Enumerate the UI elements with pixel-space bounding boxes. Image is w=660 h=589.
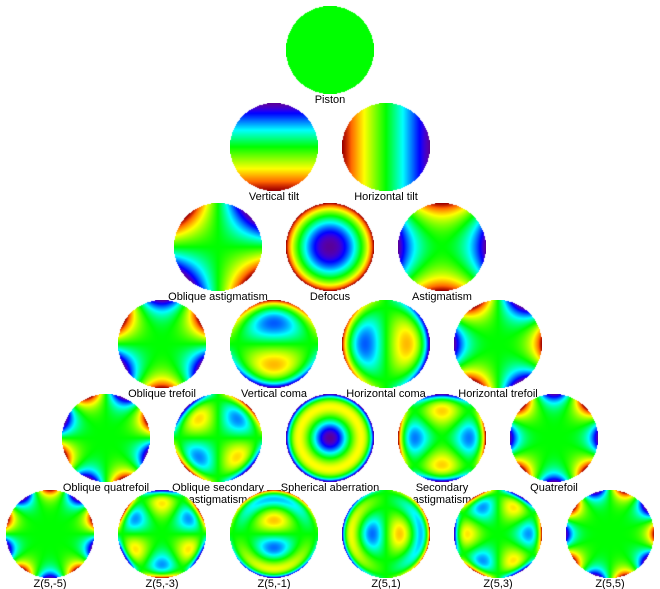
zernike-disk <box>398 203 486 291</box>
zernike-disk <box>174 394 262 482</box>
zernike-disk <box>62 394 150 482</box>
zernike-disk <box>286 394 374 482</box>
mode-label: Z(5,5) <box>595 578 625 589</box>
mode-label: Quatrefoil <box>530 482 578 494</box>
zernike-disk <box>454 490 542 578</box>
zernike-disk <box>342 490 430 578</box>
mode-label: Piston <box>314 94 346 106</box>
mode-label: Z(5,-1) <box>257 578 291 589</box>
zernike-disk <box>118 490 206 578</box>
zernike-disk <box>454 300 542 388</box>
mode-label: Horizontal tilt <box>354 191 418 203</box>
zernike-disk <box>174 203 262 291</box>
zernike-disk <box>230 300 318 388</box>
zernike-disk <box>6 490 94 578</box>
zernike-disk <box>510 394 598 482</box>
zernike-disk <box>342 300 430 388</box>
zernike-disk <box>118 300 206 388</box>
mode-label: Defocus <box>309 291 351 303</box>
mode-label: Z(5,3) <box>483 578 513 589</box>
zernike-disk <box>230 490 318 578</box>
mode-label: Z(5,1) <box>371 578 401 589</box>
mode-label: Z(5,-3) <box>145 578 179 589</box>
mode-label: Vertical tilt <box>248 191 300 203</box>
zernike-disk <box>398 394 486 482</box>
zernike-disk <box>286 203 374 291</box>
zernike-disk <box>286 6 374 94</box>
zernike-disk <box>230 103 318 191</box>
zernike-disk <box>566 490 654 578</box>
zernike-disk <box>342 103 430 191</box>
mode-label: Z(5,-5) <box>33 578 67 589</box>
